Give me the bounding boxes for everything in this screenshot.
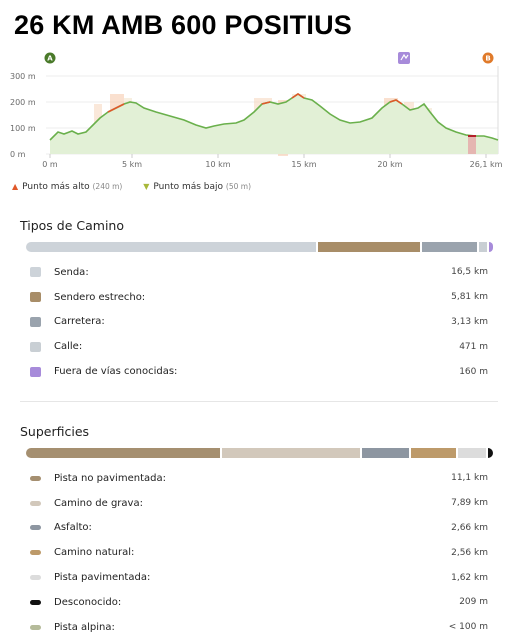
way-types-list: Senda: 16,5 km Sendero estrecho: 5,81 km Car… (30, 260, 488, 384)
color-swatch (30, 525, 41, 531)
color-swatch (30, 267, 41, 278)
elevation-legend: ▲ Punto más alto (240 m) ▼ Punto más bajo … (12, 182, 269, 194)
triangle-down-icon: ▼ (143, 182, 150, 191)
item-label: Fuera de vías conocidas: (54, 366, 178, 378)
section-divider (20, 401, 498, 402)
x-tick-label: 26,1 km (470, 160, 503, 169)
color-swatch (30, 500, 41, 506)
x-tick-label: 5 km (122, 160, 142, 169)
surfaces-bar[interactable] (26, 448, 493, 458)
way-type-bar-segment[interactable] (489, 242, 493, 252)
surface-bar-segment[interactable] (410, 448, 456, 458)
item-label: Pista no pavimentada: (54, 472, 166, 484)
item-label: Asfalto: (54, 522, 92, 534)
item-value: 5,81 km (451, 292, 488, 303)
way-type-bar-segment[interactable] (26, 242, 317, 252)
item-label: Pista alpina: (54, 621, 115, 633)
item-label: Camino de grava: (54, 497, 143, 509)
list-item[interactable]: Senda: 16,5 km (30, 260, 488, 285)
item-label: Sendero estrecho: (54, 291, 146, 303)
start-marker[interactable]: A (44, 52, 56, 64)
surfaces-title: Superficies (20, 424, 90, 439)
x-tick-label: 10 km (205, 160, 230, 169)
item-value: 16,5 km (451, 267, 488, 278)
y-tick-label: 100 m (10, 124, 36, 133)
lowest-point-label: Punto más bajo (153, 182, 224, 192)
y-tick-label: 200 m (10, 98, 36, 107)
tour-title: 26 KM AMB 600 POSITIUS (14, 10, 352, 40)
y-tick-label: 300 m (10, 72, 36, 81)
surface-bar-segment[interactable] (457, 448, 486, 458)
surface-bar-segment[interactable] (487, 448, 493, 458)
y-tick-label: 0 m (10, 150, 26, 159)
item-value: 209 m (459, 597, 488, 608)
item-value: 2,56 km (451, 547, 488, 558)
x-tick-label: 20 km (377, 160, 402, 169)
color-swatch (30, 316, 41, 327)
list-item[interactable]: Calle: 471 m (30, 334, 488, 359)
waypoint-icon[interactable] (398, 52, 410, 64)
list-item[interactable]: Fuera de vías conocidas: 160 m (30, 359, 488, 384)
unknown-surface-segment (468, 136, 476, 154)
list-item[interactable]: Camino de grava: 7,89 km (30, 491, 488, 516)
color-swatch (30, 575, 41, 581)
way-type-bar-segment[interactable] (421, 242, 478, 252)
way-type-bar-segment[interactable] (318, 242, 420, 252)
elevation-area (50, 94, 498, 154)
item-value: 7,89 km (451, 498, 488, 509)
color-swatch (30, 341, 41, 352)
list-item[interactable]: Pista pavimentada: 1,62 km (30, 565, 488, 590)
highest-point-label: Punto más alto (22, 182, 90, 192)
way-type-bar-segment[interactable] (479, 242, 488, 252)
list-item[interactable]: Asfalto: 2,66 km (30, 516, 488, 541)
list-item[interactable]: Sendero estrecho: 5,81 km (30, 285, 488, 310)
lowest-point-legend: ▼ Punto más bajo (50 m) (143, 182, 251, 192)
color-swatch (30, 550, 41, 556)
item-label: Camino natural: (54, 547, 135, 559)
triangle-up-icon: ▲ (12, 182, 19, 191)
highest-point-value: (240 m) (92, 182, 123, 191)
start-marker-label: A (47, 55, 53, 63)
way-types-title: Tipos de Camino (20, 218, 124, 233)
x-tick-label: 15 km (291, 160, 316, 169)
way-types-bar[interactable] (26, 242, 493, 252)
end-marker-label: B (485, 55, 490, 63)
steep-segments (107, 93, 403, 113)
item-value: 1,62 km (451, 572, 488, 583)
item-value: 471 m (459, 341, 488, 352)
item-label: Carretera: (54, 316, 105, 328)
list-item[interactable]: Pista alpina: < 100 m (30, 615, 488, 640)
surfaces-list: Pista no pavimentada: 11,1 km Camino de gr… (30, 466, 488, 640)
item-label: Desconocido: (54, 596, 122, 608)
item-value: 2,66 km (451, 522, 488, 533)
color-swatch (30, 624, 41, 630)
list-item[interactable]: Camino natural: 2,56 km (30, 540, 488, 565)
highest-point-legend: ▲ Punto más alto (240 m) (12, 182, 122, 192)
list-item[interactable]: Desconocido: 209 m (30, 590, 488, 615)
item-value: < 100 m (448, 622, 488, 633)
elevation-profile[interactable]: 300 m 200 m 100 m 0 m A B (0, 46, 510, 178)
color-swatch (30, 475, 41, 481)
color-swatch (30, 366, 41, 377)
item-label: Calle: (54, 341, 83, 353)
list-item[interactable]: Pista no pavimentada: 11,1 km (30, 466, 488, 491)
item-value: 160 m (459, 366, 488, 377)
end-marker[interactable]: B (482, 52, 494, 64)
lowest-point-value: (50 m) (225, 182, 251, 191)
surface-bar-segment[interactable] (362, 448, 409, 458)
item-value: 3,13 km (451, 316, 488, 327)
surface-bar-segment[interactable] (26, 448, 221, 458)
color-swatch (30, 292, 41, 303)
item-label: Pista pavimentada: (54, 572, 151, 584)
list-item[interactable]: Carretera: 3,13 km (30, 310, 488, 335)
item-value: 11,1 km (451, 473, 488, 484)
item-label: Senda: (54, 266, 89, 278)
x-tick-label: 0 m (42, 160, 58, 169)
surface-bar-segment[interactable] (222, 448, 361, 458)
color-swatch (30, 599, 41, 605)
